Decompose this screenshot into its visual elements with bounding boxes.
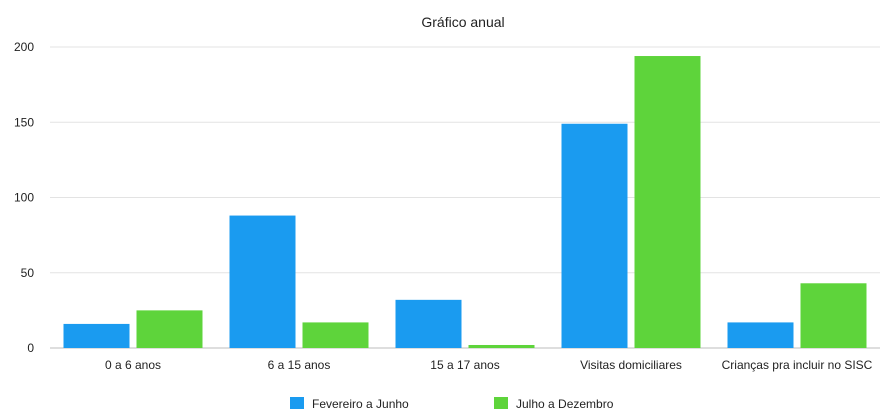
bar-julho-dezembro	[634, 56, 701, 348]
x-category-label: 0 a 6 anos	[105, 358, 161, 372]
bar-fevereiro-junho	[229, 215, 296, 348]
bars-layer	[63, 56, 867, 348]
bar-julho-dezembro	[468, 344, 535, 348]
y-tick-label: 50	[21, 266, 35, 280]
legend-swatch	[290, 397, 304, 409]
y-tick-label: 150	[14, 115, 34, 129]
legend-label: Julho a Dezembro	[516, 397, 614, 411]
legend-swatch	[494, 397, 508, 409]
bar-fevereiro-junho	[63, 323, 130, 348]
y-axis-ticks: 0 50 100 150 200	[14, 40, 34, 355]
y-tick-label: 0	[27, 341, 34, 355]
chart-title: Gráfico anual	[421, 14, 504, 30]
x-category-label: Crianças pra incluir no SISC	[722, 358, 873, 372]
bar-julho-dezembro	[800, 283, 867, 348]
x-category-label: Visitas domiciliares	[580, 358, 682, 372]
x-category-label: 15 a 17 anos	[430, 358, 499, 372]
legend: Fevereiro a Junho Julho a Dezembro	[290, 397, 614, 411]
grid-layer	[50, 46, 880, 349]
bar-julho-dezembro	[302, 322, 369, 348]
y-tick-label: 100	[14, 191, 34, 205]
x-axis-categories: 0 a 6 anos 6 a 15 anos 15 a 17 anos Visitas…	[105, 358, 873, 372]
x-category-label: 6 a 15 anos	[268, 358, 331, 372]
legend-label: Fevereiro a Junho	[312, 397, 409, 411]
bar-fevereiro-junho	[727, 322, 794, 348]
bar-julho-dezembro	[136, 310, 203, 348]
bar-fevereiro-junho	[395, 299, 462, 348]
y-tick-label: 200	[14, 40, 34, 54]
bar-fevereiro-junho	[561, 123, 628, 348]
